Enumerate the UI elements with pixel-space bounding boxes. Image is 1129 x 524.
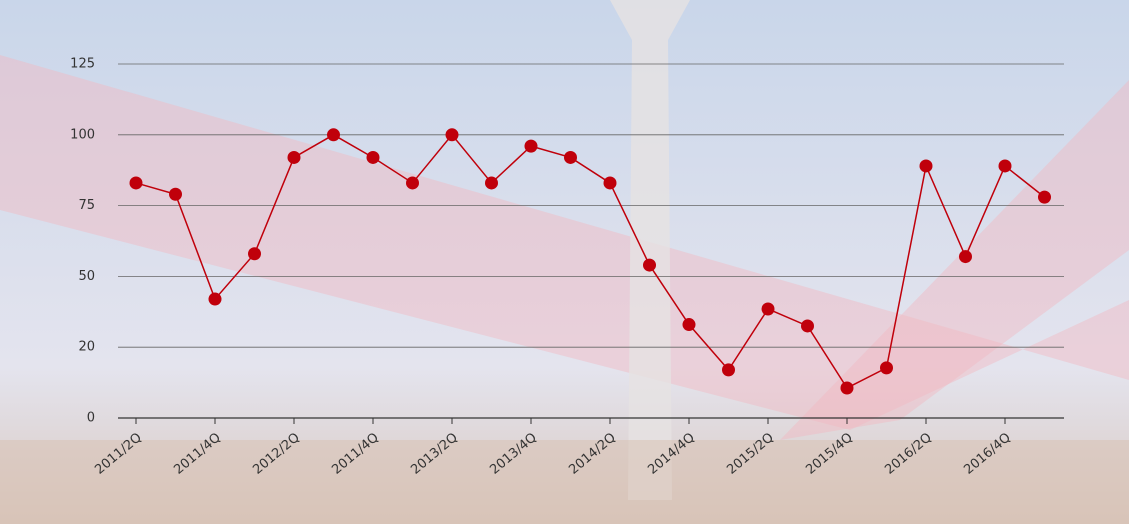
point [445,128,459,142]
point [643,258,656,272]
decor-band [0,55,1129,430]
point [287,150,301,164]
point [761,302,775,316]
y-tick-label: 20 [78,340,95,355]
line [135,133,1045,389]
point [406,176,419,190]
point [801,319,814,333]
point [564,150,577,164]
point [485,176,498,190]
point [919,159,933,173]
point [248,247,261,261]
point [840,381,854,395]
y-tick-label: 125 [70,57,95,72]
point [682,318,696,332]
decor-city [0,440,1129,524]
point [1038,190,1051,204]
point [722,363,735,377]
point [998,159,1012,173]
point [129,176,143,190]
point [524,139,538,153]
point [959,250,972,264]
decor-band [780,80,1129,440]
point [208,292,222,306]
point [366,150,380,164]
point [603,176,617,190]
point [327,128,340,142]
point [880,361,893,375]
decor-tower [610,0,690,500]
y-tick-label: 0 [87,411,95,426]
y-tick-label: 50 [78,269,95,284]
y-tick-label: 100 [70,127,95,142]
point [169,187,182,201]
y-tick-label: 75 [78,198,95,213]
